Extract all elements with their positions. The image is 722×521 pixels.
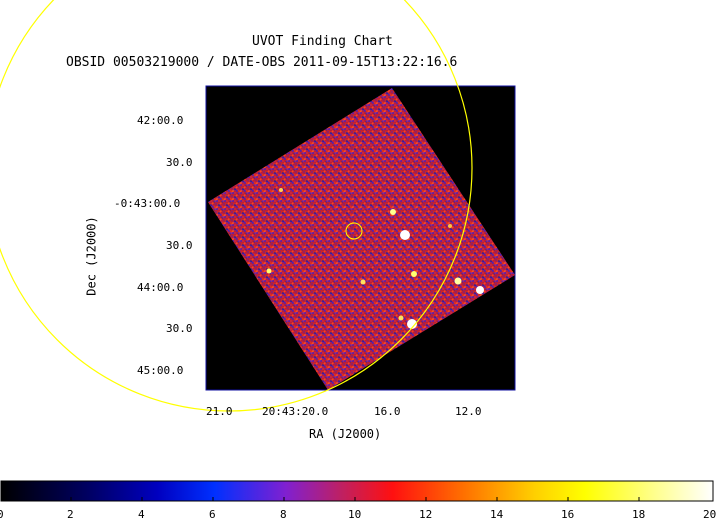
- bright-source-1: [400, 230, 410, 240]
- colorbar: [0, 480, 714, 502]
- bright-source-4: [390, 209, 396, 215]
- colorbar-tick-label: 2: [67, 508, 74, 521]
- colorbar-ticks: [70, 497, 640, 501]
- bright-source-3: [476, 286, 484, 294]
- colorbar-tick-label: 16: [561, 508, 575, 521]
- bright-source-8: [360, 279, 366, 285]
- x-tick-label: 21.0: [206, 405, 233, 418]
- x-axis-label: RA (J2000): [309, 427, 382, 441]
- chart-title: UVOT Finding Chart: [252, 34, 393, 49]
- bright-source-11: [448, 224, 452, 228]
- colorbar-tick-label: 0: [0, 508, 4, 521]
- error-circle: [0, 0, 473, 412]
- colorbar-tick-label: 20: [703, 508, 717, 521]
- bright-source-2: [407, 319, 417, 329]
- source-layer: [266, 188, 484, 329]
- colorbar-tick-label: 8: [280, 508, 287, 521]
- colorbar-tick-label: 18: [632, 508, 646, 521]
- y-tick-label: 42:00.0: [137, 114, 184, 127]
- y-axis-label: Dec (J2000): [84, 216, 99, 296]
- y-tick-label: 30.0: [166, 239, 193, 252]
- bright-source-10: [279, 188, 283, 192]
- colorbar-tick-label: 10: [348, 508, 362, 521]
- colorbar-tick-label: 6: [209, 508, 216, 521]
- bright-source-9: [398, 315, 404, 321]
- x-tick-label: 16.0: [374, 405, 401, 418]
- y-tick-label: 45:00.0: [137, 364, 184, 377]
- colorbar-tick-label: 14: [490, 508, 504, 521]
- target-circle: [345, 222, 363, 240]
- bright-source-7: [266, 268, 272, 274]
- y-tick-label: 30.0: [166, 156, 193, 169]
- y-tick-label: 44:00.0: [137, 281, 184, 294]
- colorbar-tick-label: 12: [419, 508, 433, 521]
- bright-source-6: [411, 271, 417, 277]
- bright-source-5: [454, 277, 462, 285]
- y-tick-label: 30.0: [166, 322, 193, 335]
- chart-subtitle: OBSID 00503219000 / DATE-OBS 2011-09-15T…: [66, 55, 458, 70]
- x-tick-label: 12.0: [455, 405, 482, 418]
- y-tick-label: -0:43:00.0: [114, 197, 181, 210]
- x-tick-label: 20:43:20.0: [262, 405, 329, 418]
- colorbar-tick-label: 4: [138, 508, 145, 521]
